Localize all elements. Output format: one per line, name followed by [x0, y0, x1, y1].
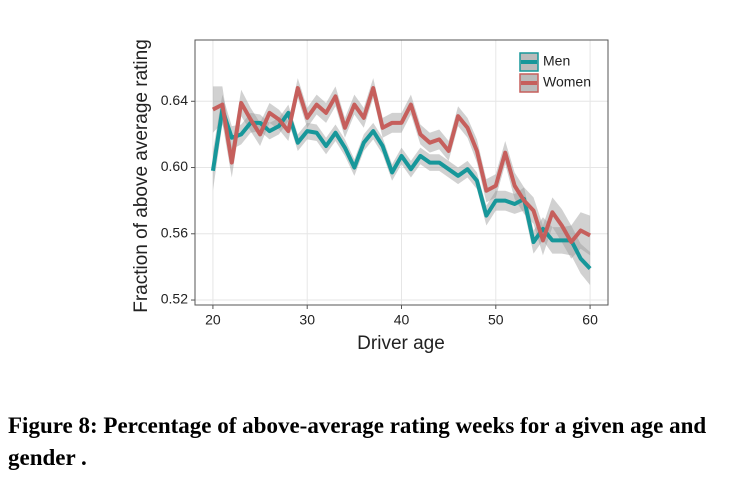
x-tick-label: 60	[582, 312, 598, 328]
y-tick-label: 0.60	[161, 158, 188, 174]
confidence-band	[212, 78, 591, 259]
legend: Men Women	[519, 52, 591, 93]
confidence-band	[212, 94, 591, 286]
ticks: 0.52 0.56 0.60 0.64 20 30 40 50 60	[161, 92, 598, 328]
caption: Figure 8: Percentage of above-average ra…	[8, 413, 707, 470]
y-tick-label: 0.56	[161, 224, 188, 240]
line	[210, 107, 592, 270]
x-tick-label: 40	[394, 312, 410, 328]
x-tick-label: 30	[299, 312, 315, 328]
x-tick-label: 50	[488, 312, 504, 328]
grid	[195, 40, 608, 305]
legend-label: Women	[543, 74, 591, 90]
y-tick-label: 0.52	[161, 291, 188, 307]
line	[211, 86, 592, 245]
y-tick-label: 0.64	[161, 92, 188, 108]
x-axis-label: Driver age	[357, 333, 445, 354]
y-axis-label: Fraction of above average rating	[131, 39, 152, 313]
x-tick-label: 20	[205, 312, 221, 328]
marks	[210, 78, 592, 286]
legend-label: Men	[543, 53, 570, 69]
chart: 0.52 0.56 0.60 0.64 20 30 40 50 60 Driver age Fr…	[131, 39, 609, 354]
